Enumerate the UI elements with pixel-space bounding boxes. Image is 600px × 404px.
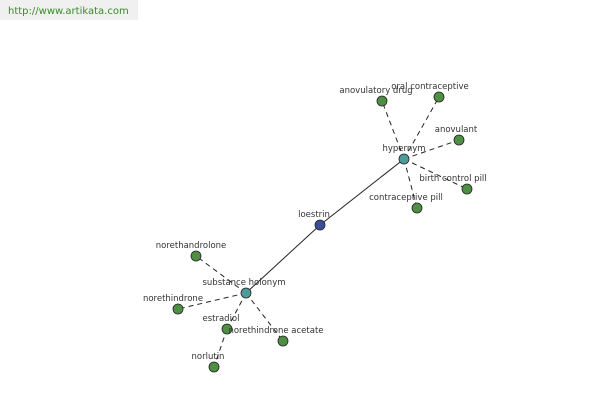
edge — [226, 292, 247, 330]
edge — [177, 292, 247, 310]
node-label: anovulant — [435, 125, 478, 135]
node-label: oral contraceptive — [391, 82, 469, 92]
edge — [403, 158, 468, 190]
edge — [319, 158, 405, 226]
node-label: anovulatory drug — [339, 86, 412, 96]
node[interactable] — [433, 91, 445, 103]
node-label: norethandrolone — [156, 241, 227, 251]
edge — [245, 292, 284, 342]
labels: loestrin hypernym substance holonym anov… — [143, 82, 487, 362]
node-label: substance holonym — [202, 278, 285, 288]
node[interactable] — [376, 95, 388, 107]
url-box — [0, 0, 138, 20]
node-label: loestrin — [298, 210, 330, 220]
node-label: norethindrone acetate — [228, 326, 323, 336]
node[interactable] — [461, 183, 473, 195]
edge — [195, 255, 247, 294]
node-label: contraceptive pill — [369, 193, 443, 203]
node-label: estradiol — [202, 314, 239, 324]
node-label: birth control pill — [419, 174, 486, 184]
node-label: norlutin — [192, 352, 225, 362]
node[interactable] — [208, 361, 220, 373]
url[interactable]: http://www.artikata.com — [8, 6, 129, 17]
edge — [403, 139, 460, 160]
node-label: hypernym — [382, 144, 425, 154]
edge — [403, 96, 440, 160]
edges — [177, 96, 468, 368]
nodes — [172, 91, 473, 373]
node[interactable] — [190, 250, 202, 262]
node[interactable] — [240, 287, 252, 299]
node[interactable] — [172, 303, 184, 315]
edge — [381, 100, 405, 160]
node-label: norethindrone — [143, 294, 203, 304]
edge — [245, 224, 321, 294]
node[interactable] — [221, 323, 233, 335]
node[interactable] — [411, 202, 423, 214]
edge — [213, 328, 228, 368]
node[interactable] — [277, 335, 289, 347]
node[interactable] — [398, 153, 410, 165]
node[interactable] — [314, 219, 326, 231]
node[interactable] — [453, 134, 465, 146]
